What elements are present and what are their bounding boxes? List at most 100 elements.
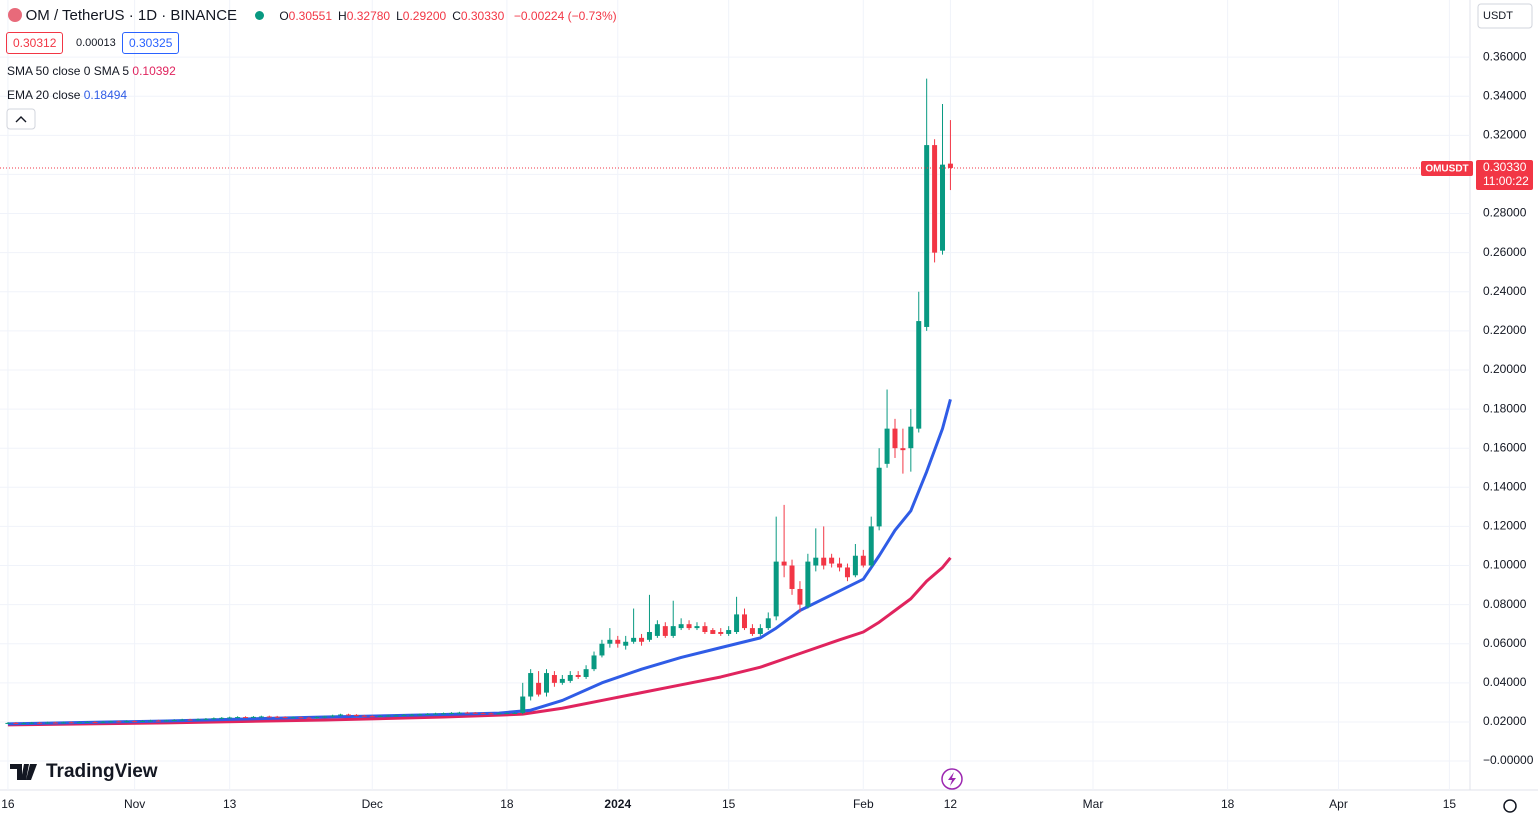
- candle-body: [734, 614, 740, 632]
- price-tag: [1476, 159, 1533, 190]
- legend-name: SMA 50 close 0 SMA 5: [7, 64, 130, 78]
- y-tick-label: 0.36000: [1483, 49, 1527, 63]
- candle-body: [377, 715, 383, 717]
- ohlc-value: 0.29200: [402, 9, 447, 23]
- candle-body: [932, 145, 938, 253]
- symbol-icon: [8, 8, 22, 22]
- candle-body: [448, 712, 454, 714]
- x-tick-label: 18: [500, 797, 514, 811]
- candle-body: [844, 567, 850, 578]
- candle-body: [472, 712, 478, 714]
- ohlc-key: C: [452, 9, 461, 23]
- candle-body: [742, 614, 748, 629]
- candle-body: [821, 557, 827, 566]
- candle-body: [646, 632, 652, 640]
- candle-body: [116, 721, 122, 723]
- currency-button[interactable]: [1477, 3, 1533, 29]
- y-tick-label: 0.08000: [1483, 597, 1527, 611]
- x-tick-label: Feb: [853, 797, 874, 811]
- candle-body: [575, 675, 581, 677]
- candle-body: [654, 624, 660, 636]
- y-tick-label: 0.06000: [1483, 636, 1527, 650]
- ohlc: O0.30551 H0.32780 L0.29200 C0.30330: [279, 9, 510, 23]
- candle-body: [290, 717, 296, 719]
- candle-body: [710, 630, 716, 634]
- candle-body: [528, 673, 534, 697]
- change: −0.00224 (−0.73%): [513, 9, 617, 23]
- candle-body: [868, 526, 874, 566]
- y-tick-label: 0.20000: [1483, 362, 1527, 376]
- y-tick-label: 0.18000: [1483, 401, 1527, 415]
- y-tick-label: 0.32000: [1483, 127, 1527, 141]
- candle-body: [718, 632, 724, 634]
- candle-body: [60, 722, 66, 724]
- candle-body: [203, 718, 209, 720]
- symbol-row: OM / TetherUS · 1D · BINANCE O0.30551 H0.…: [8, 7, 617, 24]
- candle-body: [781, 561, 787, 566]
- candle-body: [124, 721, 130, 723]
- candle-body: [789, 565, 795, 589]
- candle-body: [726, 630, 732, 634]
- x-tick-label: 16: [1, 797, 15, 811]
- event-icon[interactable]: [941, 768, 963, 790]
- x-tick-label: Dec: [362, 797, 383, 811]
- candle-body: [5, 722, 11, 724]
- logo-icon: [10, 764, 37, 780]
- y-tick-label: 0.12000: [1483, 519, 1527, 533]
- candle-body: [211, 718, 217, 720]
- candle-body: [916, 321, 922, 429]
- candle-body: [860, 555, 866, 566]
- status-dot: [254, 11, 264, 20]
- candle-body: [876, 467, 882, 527]
- settings-icon[interactable]: [1503, 799, 1517, 813]
- candle-body: [947, 163, 953, 168]
- x-tick-label: 13: [223, 797, 237, 811]
- candle-body: [29, 722, 35, 724]
- x-tick-label: 2024: [604, 797, 631, 811]
- y-tick-label: 0.34000: [1483, 88, 1527, 102]
- x-tick-label: 15: [1443, 797, 1457, 811]
- candle-body: [829, 557, 835, 564]
- symbol[interactable]: OM / TetherUS · 1D · BINANCE: [25, 7, 238, 24]
- candle-body: [84, 721, 90, 723]
- candle-body: [306, 717, 312, 719]
- collapse-button[interactable]: [6, 108, 36, 130]
- ask-box[interactable]: 0.30325: [122, 32, 180, 54]
- candle-body: [591, 655, 597, 670]
- symbol-tag-text: OMUSDT: [1425, 164, 1468, 175]
- candle-body: [235, 717, 241, 719]
- candle-body: [773, 561, 779, 617]
- y-tick-label: 0.14000: [1483, 479, 1527, 493]
- candle-body: [639, 637, 645, 642]
- candle-body: [551, 675, 557, 683]
- grid: [0, 0, 1470, 790]
- candle-body: [940, 164, 946, 251]
- candle-body: [464, 712, 470, 714]
- bid-box[interactable]: 0.30312: [6, 32, 64, 54]
- candle-body: [924, 145, 930, 327]
- symbol-tag: [1421, 160, 1473, 176]
- candle-body: [322, 716, 328, 718]
- y-tick-label: 0.28000: [1483, 206, 1527, 220]
- candle-body: [258, 716, 264, 718]
- x-tick-label: Mar: [1083, 797, 1104, 811]
- candle-body: [900, 448, 906, 451]
- tradingview-logo: TradingView: [10, 761, 158, 782]
- candle-body: [274, 716, 280, 718]
- candle-body: [393, 715, 399, 717]
- ma-line: [7, 556, 952, 727]
- price-tag-value: 0.30330: [1483, 160, 1527, 174]
- candle-body: [68, 722, 74, 724]
- candle-body: [694, 626, 700, 629]
- candle-body: [52, 722, 58, 724]
- candle-body: [187, 719, 193, 721]
- price-tag-countdown: 11:00:22: [1483, 174, 1529, 188]
- candle-body: [749, 628, 755, 634]
- candle-body: [504, 713, 510, 715]
- x-tick-label: 18: [1221, 797, 1235, 811]
- candle-body: [852, 555, 858, 576]
- candle-body: [837, 563, 843, 568]
- candle-body: [757, 628, 763, 634]
